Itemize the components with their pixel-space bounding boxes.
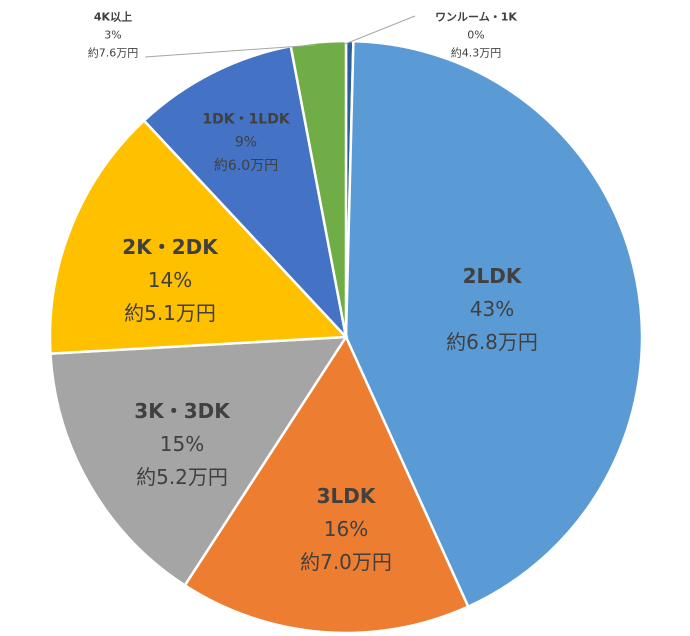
pie-slice-3: [49, 335, 349, 588]
slice-percent-label-5: 9%: [235, 135, 257, 151]
slice-percent-label-1: 43%: [470, 297, 514, 321]
pie-slice-1: [344, 39, 644, 609]
pie-slice-4: [48, 118, 349, 355]
slice-rent-label-1: 約6.8万円: [446, 330, 538, 354]
slice-name-label-0: ワンルーム・1K: [435, 10, 517, 23]
slice-percent-label-4: 14%: [148, 268, 192, 292]
slice-name-label-2: 3LDK: [317, 484, 377, 508]
pie-slice-2: [183, 334, 470, 635]
slice-percent-label-6: 3%: [104, 29, 121, 42]
slice-rent-label-3: 約5.2万円: [136, 465, 228, 489]
slice-rent-label-0: 約4.3万円: [451, 46, 502, 60]
pie-slice-5: [142, 44, 349, 342]
leader-line-6: [144, 44, 317, 58]
slice-name-label-3: 3K・3DK: [134, 399, 231, 423]
slice-percent-label-3: 15%: [160, 432, 204, 456]
slice-name-label-1: 2LDK: [463, 264, 523, 288]
slice-name-label-4: 2K・2DK: [122, 235, 219, 259]
slice-name-label-6: 4K以上: [94, 9, 132, 23]
slice-percent-label-2: 16%: [324, 517, 368, 541]
slice-rent-label-6: 約7.6万円: [88, 46, 139, 60]
leader-line-0: [344, 15, 416, 45]
slice-percent-label-0: 0%: [467, 29, 484, 42]
slice-rent-label-4: 約5.1万円: [124, 301, 216, 325]
slice-name-label-5: 1DK・1LDK: [202, 112, 290, 128]
pie-slice-6: [289, 39, 348, 338]
slice-rent-label-5: 約6.0万円: [214, 158, 278, 174]
slice-rent-label-2: 約7.0万円: [300, 550, 392, 574]
